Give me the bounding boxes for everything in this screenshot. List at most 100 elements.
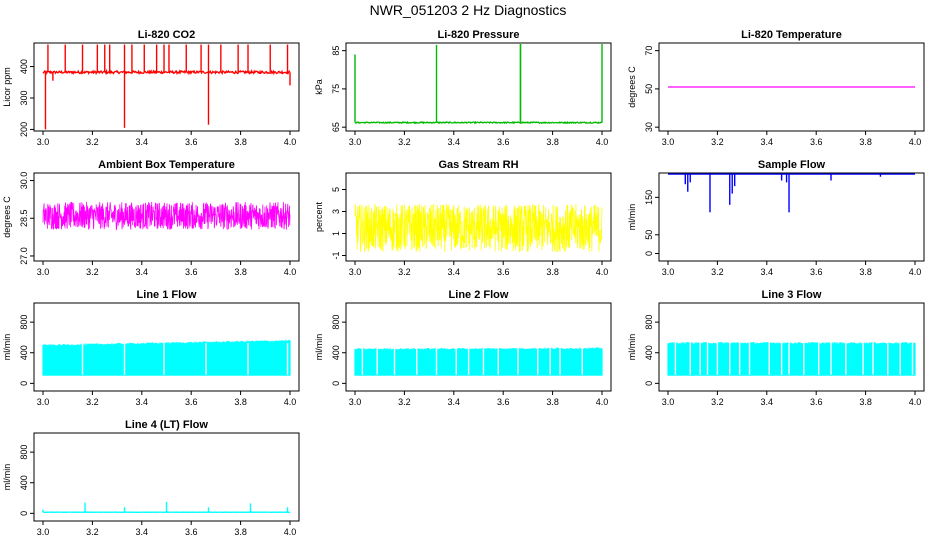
y-tick-label: 400 <box>644 345 654 360</box>
x-tick-label: 3.0 <box>37 137 50 147</box>
panel-title: Li-820 Temperature <box>741 29 842 41</box>
y-tick-label: 27.0 <box>19 247 29 265</box>
x-tick-label: 3.6 <box>810 137 823 147</box>
x-tick-label: 3.4 <box>136 137 149 147</box>
plot-frame <box>33 42 300 132</box>
panel-ambient-box-temperature: Ambient Box Temperature degrees C 3.0 3.2 3.… <box>2 159 300 277</box>
y-tick-label: 0 <box>19 381 29 386</box>
plot-frame <box>658 172 925 262</box>
y-axis-label: ml/min <box>2 464 12 491</box>
x-tick-label: 3.0 <box>662 267 675 277</box>
y-tick-label: 400 <box>19 475 29 490</box>
x-tick-label: 4.0 <box>596 267 609 277</box>
panel-title: Line 1 Flow <box>137 289 197 301</box>
y-tick-label: 30.0 <box>19 172 29 190</box>
y-tick-label: 75 <box>331 84 341 94</box>
x-tick-label: 3.0 <box>349 137 362 147</box>
panel-title: Line 3 Flow <box>762 289 822 301</box>
x-tick-label: 3.0 <box>662 397 675 407</box>
x-tick-label: 4.0 <box>596 397 609 407</box>
x-tick-label: 3.4 <box>761 397 774 407</box>
x-tick-label: 3.0 <box>37 267 50 277</box>
y-axis-label: ml/min <box>314 334 324 361</box>
x-tick-label: 3.8 <box>546 137 559 147</box>
y-tick-label: 1 <box>331 231 341 236</box>
y-tick-label: 400 <box>331 345 341 360</box>
x-tick-label: 3.4 <box>136 527 149 537</box>
page-title: NWR_051203 2 Hz Diagnostics <box>369 2 567 18</box>
panel-title: Ambient Box Temperature <box>98 159 235 171</box>
panel-line-3-flow: Line 3 Flow ml/min 3.0 3.2 3.4 3.6 3.8 4.0 0 400 8… <box>627 289 925 407</box>
x-tick-label: 3.8 <box>546 397 559 407</box>
series-line-1 <box>42 339 291 376</box>
x-tick-label: 3.6 <box>497 397 510 407</box>
y-tick-label: 50 <box>644 230 654 240</box>
y-axis-label: ml/min <box>627 204 637 231</box>
panel-title: Li-820 CO2 <box>138 29 195 41</box>
x-tick-label: 3.0 <box>662 137 675 147</box>
y-tick-label: 0 <box>331 381 341 386</box>
x-tick-label: 3.6 <box>185 527 198 537</box>
y-tick-label: 400 <box>19 345 29 360</box>
y-tick-label: 800 <box>644 315 654 330</box>
panel-title: Sample Flow <box>758 159 826 171</box>
x-tick-label: 3.4 <box>761 267 774 277</box>
panel-title: Li-820 Pressure <box>438 29 520 41</box>
x-tick-label: 3.4 <box>448 397 461 407</box>
x-tick-label: 3.2 <box>398 137 411 147</box>
y-tick-label: 5 <box>331 187 341 192</box>
x-tick-label: 3.2 <box>711 267 724 277</box>
x-tick-label: 4.0 <box>284 137 297 147</box>
x-tick-label: 3.6 <box>185 267 198 277</box>
panel-title: Gas Stream RH <box>438 159 518 171</box>
x-tick-label: 3.2 <box>86 397 99 407</box>
x-tick-label: 3.8 <box>859 137 872 147</box>
series-line <box>354 120 603 125</box>
x-tick-label: 3.8 <box>234 397 247 407</box>
x-tick-label: 4.0 <box>909 397 922 407</box>
panel-line-2-flow: Line 2 Flow ml/min 3.0 3.2 3.4 3.6 3.8 4.0 0 400 8… <box>314 289 612 407</box>
y-axis-label: degrees C <box>2 196 12 238</box>
panel-line-1-flow: Line 1 Flow ml/min 3.0 3.2 3.4 3.6 3.8 4.0 0 400 8… <box>2 289 300 407</box>
y-tick-label: 800 <box>331 315 341 330</box>
x-tick-label: 4.0 <box>284 397 297 407</box>
y-tick-label: 300 <box>19 90 29 105</box>
x-tick-label: 3.4 <box>136 267 149 277</box>
y-tick-label: 0 <box>644 381 654 386</box>
x-tick-label: 3.0 <box>349 267 362 277</box>
x-tick-label: 3.2 <box>398 267 411 277</box>
y-tick-label: 85 <box>331 46 341 56</box>
x-tick-label: 3.4 <box>136 397 149 407</box>
x-tick-label: 3.2 <box>86 527 99 537</box>
x-tick-label: 3.6 <box>185 397 198 407</box>
x-tick-label: 4.0 <box>284 527 297 537</box>
y-tick-label: 30 <box>644 122 654 132</box>
x-tick-label: 3.8 <box>234 137 247 147</box>
x-tick-label: 3.0 <box>37 527 50 537</box>
panel-title: Line 2 Flow <box>449 289 509 301</box>
y-axis-label: degrees C <box>627 66 637 108</box>
y-axis-label: kPa <box>314 79 324 95</box>
y-tick-label: 70 <box>644 46 654 56</box>
x-tick-label: 3.4 <box>448 267 461 277</box>
x-tick-label: 3.2 <box>711 137 724 147</box>
x-tick-label: 3.8 <box>234 267 247 277</box>
x-tick-label: 3.2 <box>86 267 99 277</box>
x-tick-label: 3.0 <box>349 397 362 407</box>
x-tick-label: 3.8 <box>546 267 559 277</box>
y-tick-label: 28.5 <box>19 209 29 227</box>
x-tick-label: 4.0 <box>284 267 297 277</box>
series-line-3 <box>667 340 916 376</box>
y-tick-label: 800 <box>19 445 29 460</box>
y-tick-label: 200 <box>19 122 29 137</box>
x-tick-label: 3.4 <box>761 137 774 147</box>
panel-li-820-co2: Li-820 CO2 Licor ppm 3.0 3.2 3.4 3.6 3.8 4.0 200… <box>2 29 300 147</box>
x-tick-label: 3.6 <box>810 267 823 277</box>
plot-frame <box>345 172 612 262</box>
x-tick-label: 3.6 <box>497 137 510 147</box>
y-axis-label: ml/min <box>2 334 12 361</box>
x-tick-label: 3.8 <box>859 397 872 407</box>
panel-li-820-pressure: Li-820 Pressure kPa 3.0 3.2 3.4 3.6 3.8 4.0 65 75… <box>314 29 612 147</box>
plot-frame <box>33 302 300 392</box>
y-tick-label: 800 <box>19 315 29 330</box>
